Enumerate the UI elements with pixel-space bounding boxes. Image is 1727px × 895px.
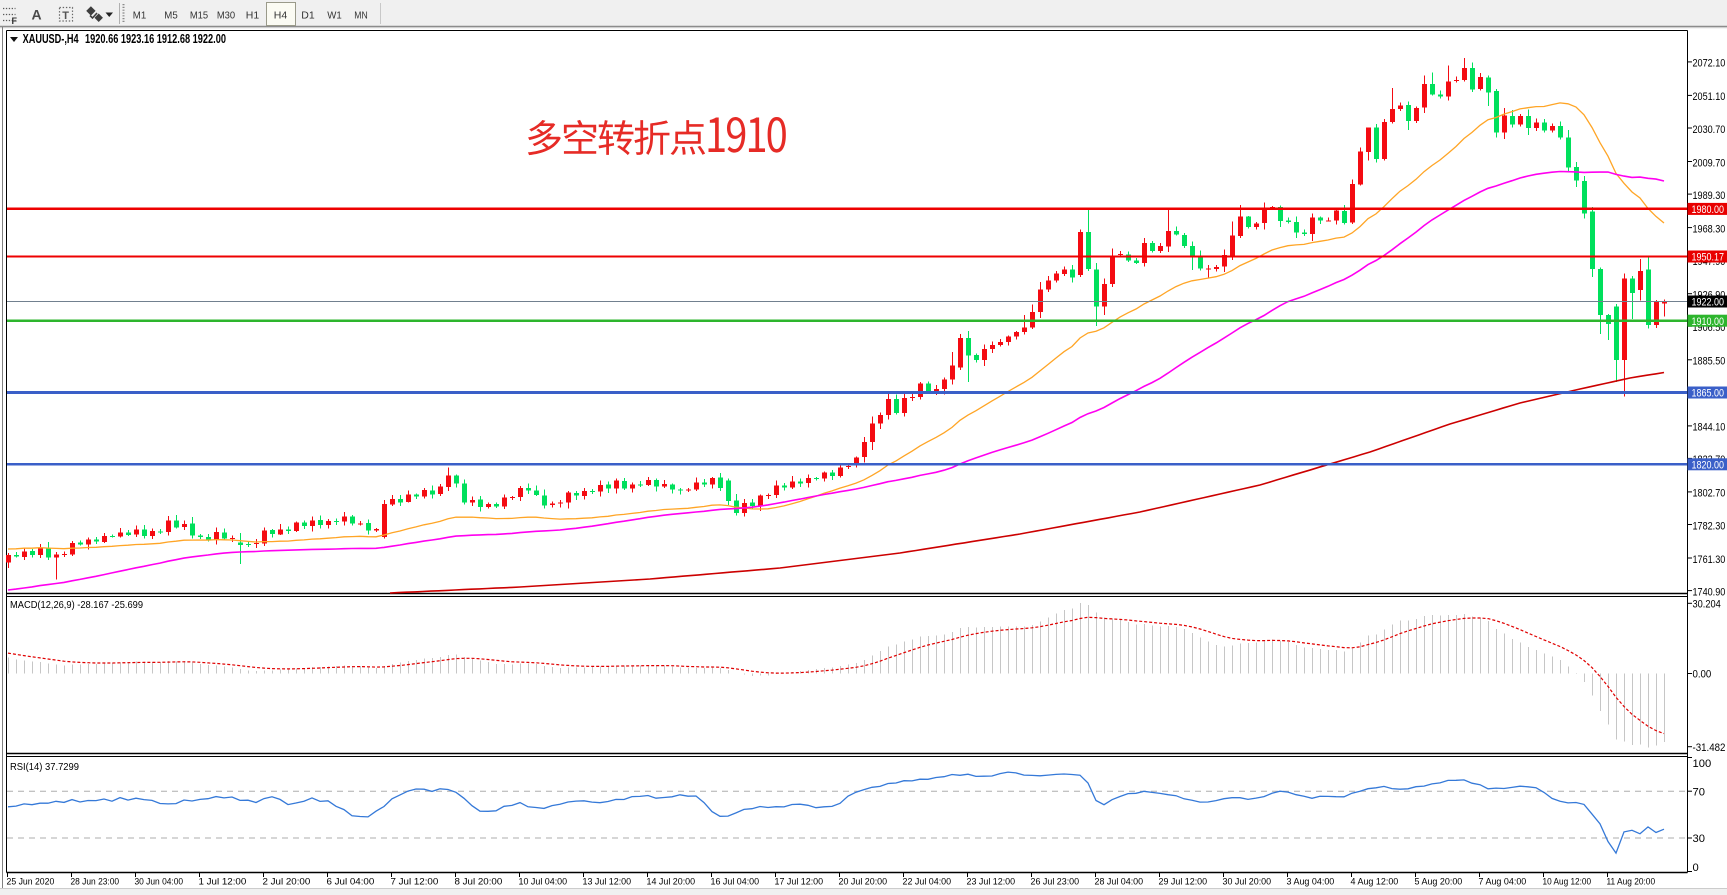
svg-text:3 Aug 04:00: 3 Aug 04:00 xyxy=(1287,877,1335,887)
svg-text:2072.10: 2072.10 xyxy=(1693,58,1726,70)
svg-text:13 Jul 12:00: 13 Jul 12:00 xyxy=(583,877,632,887)
svg-text:22 Jul 04:00: 22 Jul 04:00 xyxy=(903,877,952,887)
svg-text:T: T xyxy=(62,10,69,22)
svg-text:28 Jul 04:00: 28 Jul 04:00 xyxy=(1095,877,1144,887)
svg-text:-31.482: -31.482 xyxy=(1693,742,1726,754)
svg-text:8 Jul 20:00: 8 Jul 20:00 xyxy=(455,877,503,887)
svg-text:1844.10: 1844.10 xyxy=(1693,422,1726,434)
svg-text:100: 100 xyxy=(1693,758,1712,770)
svg-text:4 Aug 12:00: 4 Aug 12:00 xyxy=(1351,877,1399,887)
svg-text:6 Jul 04:00: 6 Jul 04:00 xyxy=(327,877,375,887)
svg-text:1920.66 1923.16 1912.68 1922.0: 1920.66 1923.16 1912.68 1922.00 xyxy=(85,32,226,46)
svg-text:1761.30: 1761.30 xyxy=(1693,554,1726,566)
svg-text:1950.17: 1950.17 xyxy=(1692,252,1725,264)
svg-text:H4: H4 xyxy=(274,11,288,22)
svg-text:M5: M5 xyxy=(164,11,178,22)
svg-text:14 Jul 20:00: 14 Jul 20:00 xyxy=(647,877,696,887)
svg-text:2009.70: 2009.70 xyxy=(1693,157,1726,169)
svg-text:1968.30: 1968.30 xyxy=(1693,223,1726,235)
svg-text:1802.70: 1802.70 xyxy=(1693,488,1726,500)
svg-text:2051.10: 2051.10 xyxy=(1693,91,1726,103)
svg-text:1820.00: 1820.00 xyxy=(1692,460,1725,472)
svg-text:11 Aug 20:00: 11 Aug 20:00 xyxy=(1607,877,1656,887)
svg-text:1910.00: 1910.00 xyxy=(1692,316,1725,328)
svg-text:1865.00: 1865.00 xyxy=(1692,388,1725,400)
svg-text:M30: M30 xyxy=(217,11,236,22)
svg-text:25 Jun 2020: 25 Jun 2020 xyxy=(7,877,55,887)
svg-text:29 Jul 12:00: 29 Jul 12:00 xyxy=(1159,877,1208,887)
svg-text:20 Jul 20:00: 20 Jul 20:00 xyxy=(839,877,888,887)
svg-text:1 Jul 12:00: 1 Jul 12:00 xyxy=(199,877,247,887)
svg-text:30: 30 xyxy=(1693,833,1705,845)
svg-text:D1: D1 xyxy=(301,11,315,22)
svg-text:30 Jul 20:00: 30 Jul 20:00 xyxy=(1223,877,1272,887)
svg-text:1922.00: 1922.00 xyxy=(1692,297,1725,309)
svg-text:26 Jul 23:00: 26 Jul 23:00 xyxy=(1031,877,1080,887)
svg-text:XAUUSD-,H4: XAUUSD-,H4 xyxy=(23,32,79,46)
svg-text:10 Jul 04:00: 10 Jul 04:00 xyxy=(519,877,568,887)
svg-text:30 Jun 04:00: 30 Jun 04:00 xyxy=(135,877,184,887)
svg-text:RSI(14) 37.7299: RSI(14) 37.7299 xyxy=(10,762,79,773)
svg-text:0.00: 0.00 xyxy=(1693,669,1712,681)
svg-text:M15: M15 xyxy=(190,11,209,22)
svg-text:M1: M1 xyxy=(133,11,147,22)
svg-text:7 Jul 12:00: 7 Jul 12:00 xyxy=(391,877,439,887)
svg-text:5 Aug 20:00: 5 Aug 20:00 xyxy=(1415,877,1463,887)
svg-text:23 Jul 12:00: 23 Jul 12:00 xyxy=(967,877,1016,887)
svg-text:0: 0 xyxy=(1693,862,1699,874)
svg-text:10 Aug 12:00: 10 Aug 12:00 xyxy=(1543,877,1592,887)
svg-text:1885.50: 1885.50 xyxy=(1693,356,1726,368)
svg-text:H1: H1 xyxy=(246,11,260,22)
svg-text:30.204: 30.204 xyxy=(1693,599,1721,611)
svg-text:F: F xyxy=(12,16,18,26)
svg-text:16 Jul 04:00: 16 Jul 04:00 xyxy=(711,877,760,887)
svg-text:W1: W1 xyxy=(327,11,342,22)
svg-text:1989.30: 1989.30 xyxy=(1693,190,1726,202)
svg-text:A: A xyxy=(32,7,42,23)
svg-text:70: 70 xyxy=(1693,786,1705,798)
svg-text:17 Jul 12:00: 17 Jul 12:00 xyxy=(775,877,824,887)
svg-text:MACD(12,26,9) -28.167 -25.699: MACD(12,26,9) -28.167 -25.699 xyxy=(10,600,143,611)
svg-text:1740.90: 1740.90 xyxy=(1693,586,1726,598)
svg-text:2 Jul 20:00: 2 Jul 20:00 xyxy=(263,877,311,887)
svg-text:28 Jun 23:00: 28 Jun 23:00 xyxy=(71,877,120,887)
svg-text:1782.30: 1782.30 xyxy=(1693,520,1726,532)
svg-text:MN: MN xyxy=(354,11,367,22)
svg-text:7 Aug 04:00: 7 Aug 04:00 xyxy=(1479,877,1527,887)
svg-text:1980.00: 1980.00 xyxy=(1692,204,1725,216)
svg-text:2030.70: 2030.70 xyxy=(1693,124,1726,136)
